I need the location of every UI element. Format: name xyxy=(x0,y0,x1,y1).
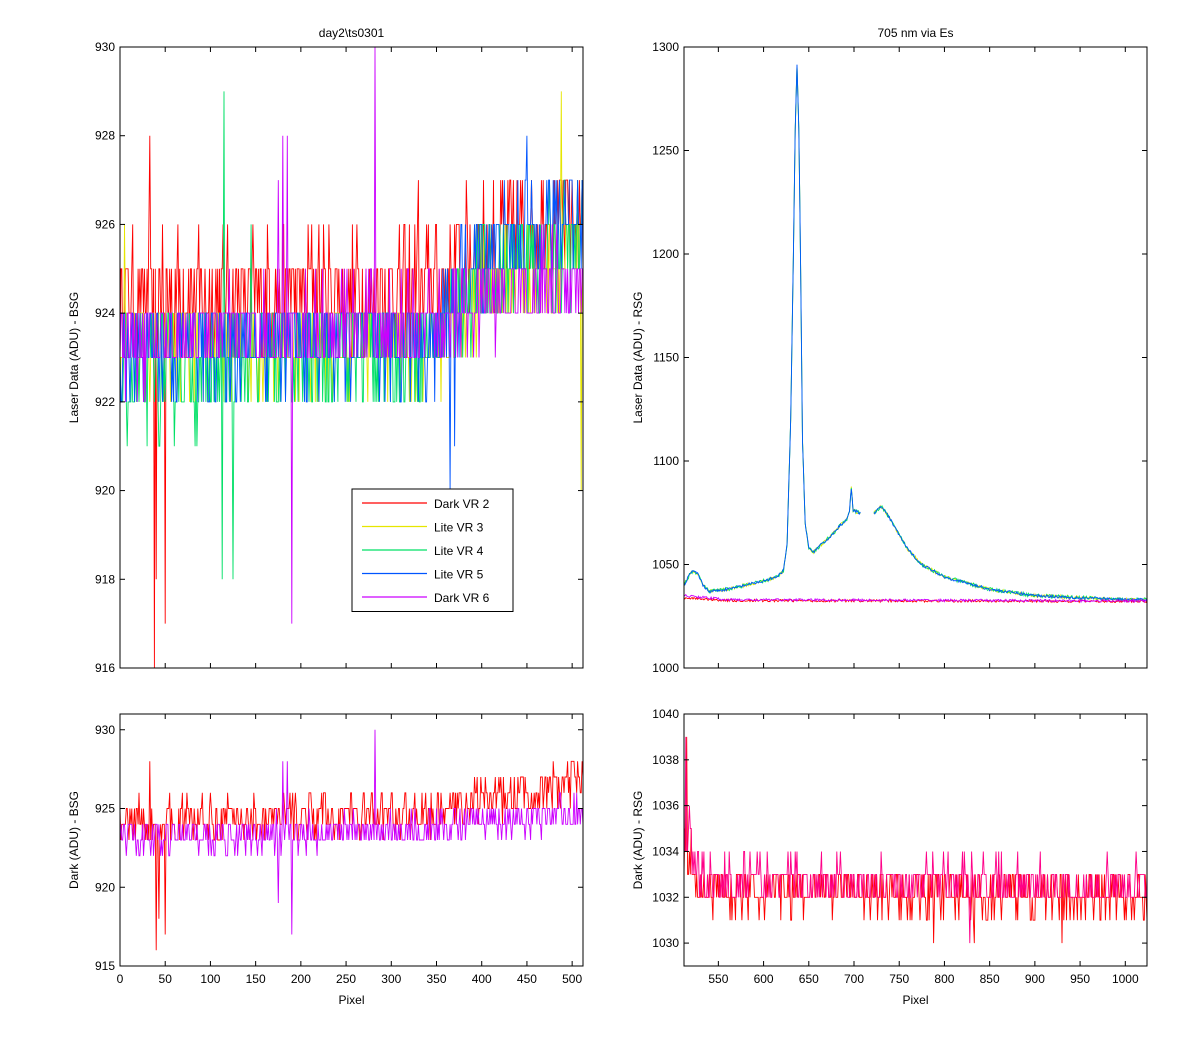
x-tick-label: 0 xyxy=(117,972,124,986)
x-tick-label: 750 xyxy=(889,972,909,986)
bsg_laser-panel: 916 918 920 922 924 926 928 930 day2\ts0301 Laser… xyxy=(67,26,584,675)
y-tick-label: 1300 xyxy=(652,40,679,54)
x-tick-label: 200 xyxy=(291,972,311,986)
y-tick-label: 1050 xyxy=(652,558,679,572)
legend-entry: Lite VR 3 xyxy=(434,521,484,535)
legend-entry: Lite VR 4 xyxy=(434,544,484,558)
plot-series xyxy=(684,736,1147,944)
y-tick-label: 924 xyxy=(95,306,115,320)
y-tick-label: 1100 xyxy=(653,454,679,468)
series-line-dark-vr-6 xyxy=(684,736,1147,944)
plot-series xyxy=(120,729,583,951)
legend-entry: Dark VR 2 xyxy=(434,497,490,511)
y-tick-label: 920 xyxy=(95,880,115,894)
y-tick-label: 925 xyxy=(95,802,115,816)
y-axis-label: Laser Data (ADU) - RSG xyxy=(631,291,645,423)
y-tick-label: 926 xyxy=(95,217,115,231)
x-tick-label: 600 xyxy=(754,972,774,986)
plot-series xyxy=(684,64,1147,604)
chart-title: day2\ts0301 xyxy=(319,26,385,40)
y-tick-label: 1030 xyxy=(652,936,679,950)
x-tick-label: 850 xyxy=(980,972,1000,986)
y-tick-label: 930 xyxy=(95,723,115,737)
y-tick-label: 920 xyxy=(95,484,115,498)
x-tick-label: 800 xyxy=(934,972,954,986)
legend-entry: Lite VR 5 xyxy=(434,568,484,582)
x-tick-label: 350 xyxy=(426,972,446,986)
y-tick-label: 918 xyxy=(95,572,115,586)
y-tick-label: 1000 xyxy=(652,661,679,675)
x-tick-label: 150 xyxy=(246,972,266,986)
y-tick-label: 1200 xyxy=(652,247,679,261)
x-tick-label: 500 xyxy=(562,972,582,986)
y-axis-label: Dark (ADU) - BSG xyxy=(67,791,81,889)
chart-title: 705 nm via Es xyxy=(877,26,953,40)
x-tick-label: 900 xyxy=(1025,972,1045,986)
plot-series xyxy=(120,47,583,668)
y-axis-label: Dark (ADU) - RSG xyxy=(631,791,645,890)
y-tick-label: 1250 xyxy=(652,144,679,158)
plot-area xyxy=(684,714,1147,966)
y-tick-label: 922 xyxy=(95,395,115,409)
x-axis-label: Pixel xyxy=(902,993,928,1007)
series-line-lite-vr-5 xyxy=(684,64,1147,603)
y-tick-label: 1032 xyxy=(652,890,679,904)
series-line-dark-vr-6 xyxy=(120,47,583,624)
x-tick-label: 100 xyxy=(200,972,220,986)
axes-box xyxy=(119,713,584,967)
y-tick-label: 1040 xyxy=(652,707,679,721)
x-axis-label: Pixel xyxy=(338,993,364,1007)
y-tick-label: 930 xyxy=(95,40,115,54)
y-tick-label: 1034 xyxy=(652,844,679,858)
y-tick-label: 915 xyxy=(95,959,115,973)
y-axis-label: Laser Data (ADU) - BSG xyxy=(67,292,81,423)
bsg_dark-panel: 0 50 100 150 200 250 300 350 400 450 500 915 920 925 9… xyxy=(67,713,584,1007)
x-tick-label: 1000 xyxy=(1112,972,1139,986)
x-tick-label: 300 xyxy=(381,972,401,986)
x-tick-label: 550 xyxy=(708,972,728,986)
x-tick-label: 700 xyxy=(844,972,864,986)
x-tick-label: 250 xyxy=(336,972,356,986)
axes-box xyxy=(683,713,1148,967)
plot-area xyxy=(684,47,1147,668)
y-tick-label: 1038 xyxy=(652,753,679,767)
y-tick-label: 916 xyxy=(95,661,115,675)
series-line-dark-vr-6 xyxy=(684,593,1147,604)
y-tick-label: 928 xyxy=(95,129,115,143)
x-tick-label: 950 xyxy=(1070,972,1090,986)
legend: Dark VR 2 Lite VR 3 Lite VR 4 Lite VR 5 Dark… xyxy=(351,488,514,612)
rsg_dark-panel: 550 600 650 700 750 800 850 900 950 1000 1030 1032 1… xyxy=(631,707,1148,1007)
x-tick-label: 650 xyxy=(799,972,819,986)
series-line-lite-vr-5 xyxy=(120,135,583,491)
y-tick-label: 1150 xyxy=(653,351,679,365)
series-line-dark-vr-6 xyxy=(120,729,583,935)
x-tick-label: 450 xyxy=(517,972,537,986)
x-tick-label: 400 xyxy=(472,972,492,986)
rsg_laser-panel: 1000 1050 1100 1150 1200 1250 1300 705 nm via E… xyxy=(631,26,1148,675)
y-tick-label: 1036 xyxy=(652,799,679,813)
x-tick-label: 50 xyxy=(159,972,173,986)
legend-entry: Dark VR 6 xyxy=(434,591,490,605)
axes-box xyxy=(119,46,584,669)
